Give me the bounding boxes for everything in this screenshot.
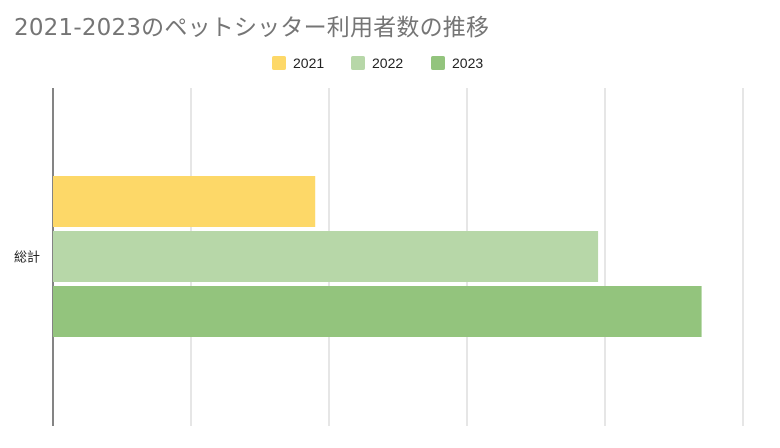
- category-label: 総計: [14, 250, 40, 266]
- legend-label-2023: 2023: [452, 55, 483, 71]
- bar-2021: [53, 176, 316, 227]
- legend-label-2022: 2022: [372, 55, 403, 71]
- legend-swatch-2021: [272, 56, 286, 70]
- bar-2023: [53, 286, 702, 337]
- legend-swatch-2023: [431, 56, 445, 70]
- bar-2022: [53, 231, 599, 282]
- legend-swatch-2022: [351, 56, 365, 70]
- legend-label-2021: 2021: [293, 55, 324, 71]
- chart-title: 2021-2023のペットシッター利用者数の推移: [14, 15, 490, 41]
